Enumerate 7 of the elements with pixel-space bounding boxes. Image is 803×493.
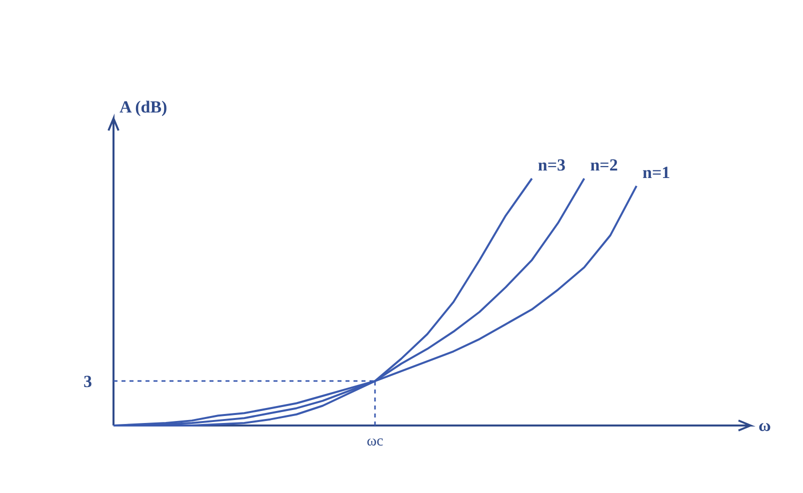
series-label: n=2 bbox=[590, 156, 618, 174]
text: 3 bbox=[84, 372, 92, 392]
text: ω bbox=[758, 416, 771, 435]
series-label: n=1 bbox=[642, 162, 670, 182]
text: ωc bbox=[366, 434, 384, 450]
y-axis-title: A (dB) bbox=[120, 98, 168, 116]
series-label: n=3 bbox=[538, 156, 566, 174]
